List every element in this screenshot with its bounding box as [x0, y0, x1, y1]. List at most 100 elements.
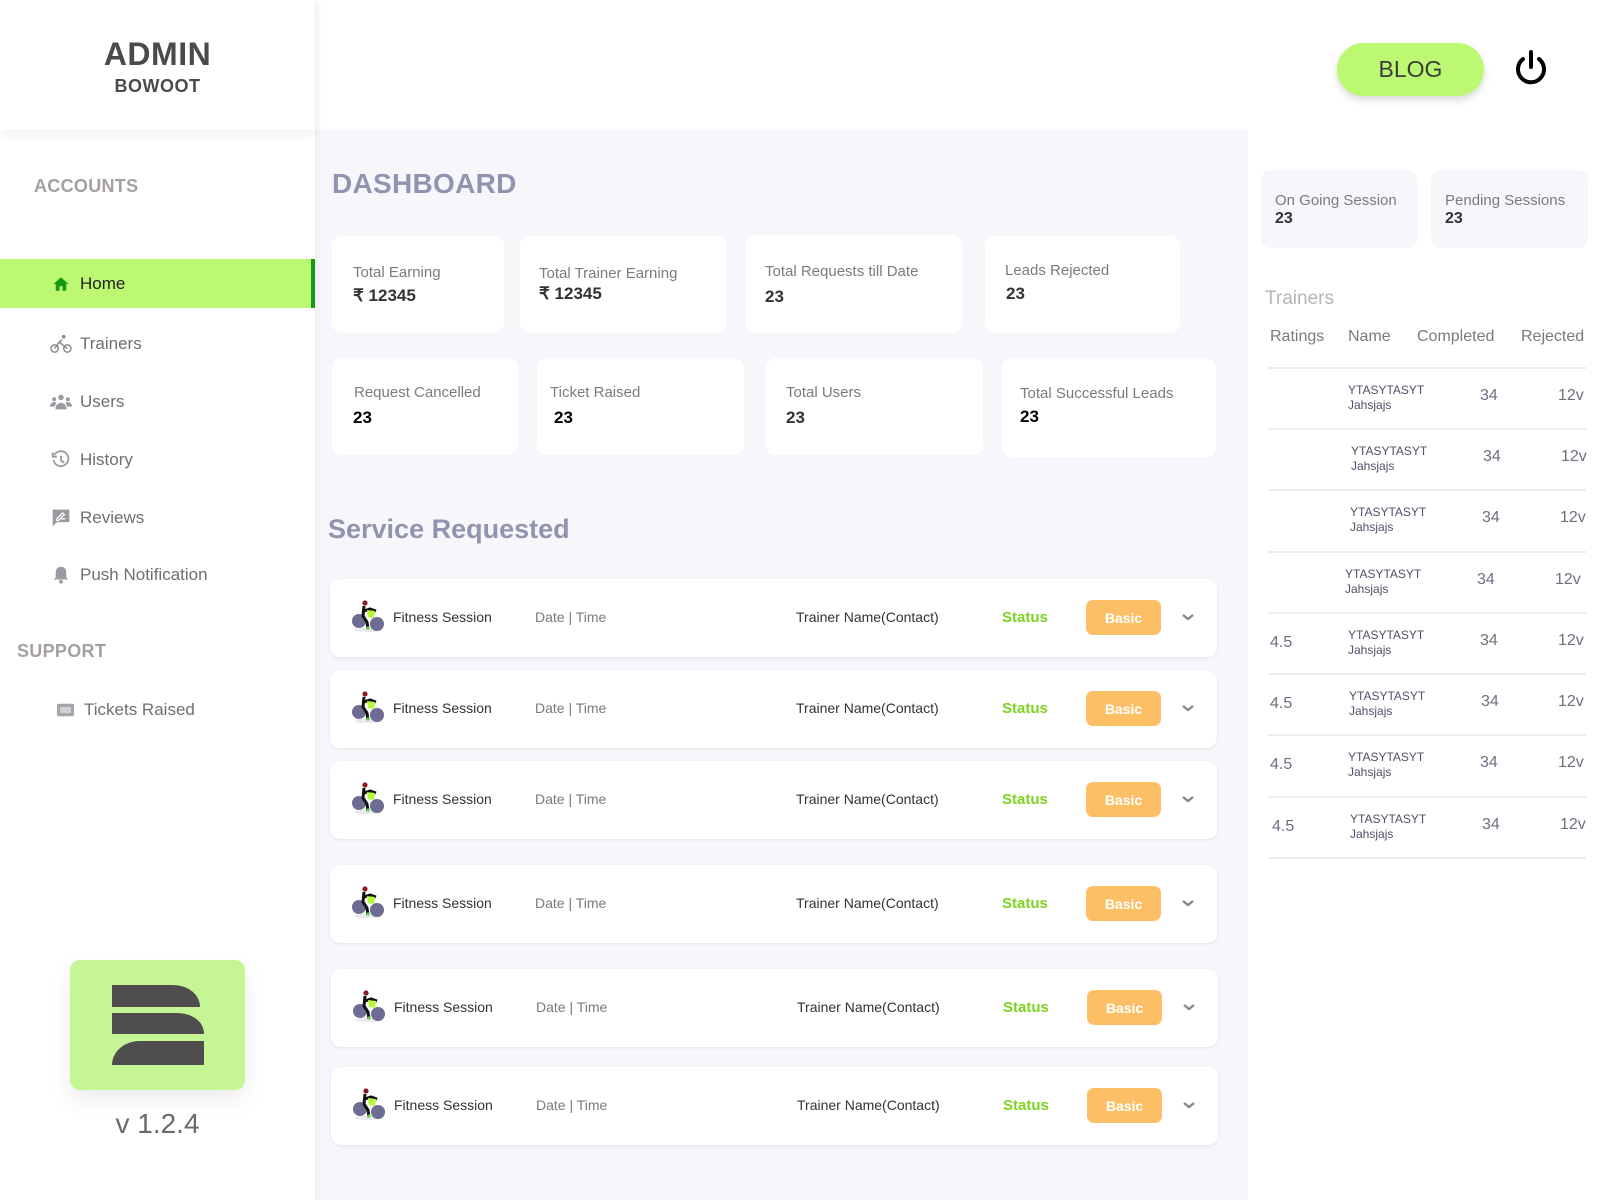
blog-button[interactable]: BLOG: [1337, 43, 1484, 96]
sidebar-item-label: Home: [80, 273, 126, 293]
plan-badge[interactable]: Basic: [1086, 600, 1161, 635]
service-datetime: Date | Time: [536, 1097, 608, 1113]
trainer-completed: 34: [1481, 693, 1499, 710]
row-divider: [1268, 796, 1586, 798]
bicycle-icon: [50, 333, 72, 355]
brand-subtitle: BOWOOT: [114, 76, 201, 96]
trainer-subname: Jahsjajs: [1351, 459, 1395, 473]
sidebar-item-tickets-raised[interactable]: Tickets Raised: [0, 686, 315, 734]
stat-label: Total Successful Leads: [1020, 385, 1174, 402]
page-title: DASHBOARD: [332, 168, 517, 199]
fitness-session-icon: [350, 690, 386, 724]
stat-value: ₹ 12345: [353, 286, 416, 305]
sidebar-item-label: Trainers: [80, 334, 142, 353]
status-link[interactable]: Status: [1002, 791, 1048, 808]
stat-value: 23: [786, 408, 805, 427]
plan-badge[interactable]: Basic: [1087, 990, 1162, 1025]
trainer-contact: Trainer Name(Contact): [796, 609, 939, 625]
stat-card-total-successful-leads: Total Successful Leads 23: [1002, 358, 1216, 457]
trainer-completed: 34: [1480, 754, 1498, 771]
column-header-name: Name: [1348, 328, 1391, 345]
sidebar-item-history[interactable]: History: [0, 436, 315, 484]
trainer-completed: 34: [1483, 448, 1501, 465]
trainer-row[interactable]: YTASYTASYT Jahsjajs 34 12v: [1268, 489, 1586, 549]
trainer-row[interactable]: 4.5 YTASYTASYT Jahsjajs 34 12v: [1268, 734, 1586, 794]
stat-label: Request Cancelled: [354, 384, 481, 401]
plan-badge[interactable]: Basic: [1086, 886, 1161, 921]
service-request-row[interactable]: Fitness Session Date | Time Trainer Name…: [330, 865, 1217, 943]
chevron-down-icon[interactable]: [1180, 895, 1196, 911]
column-header-ratings: Ratings: [1270, 328, 1325, 345]
stat-label: Leads Rejected: [1005, 262, 1110, 279]
session-label: On Going Session: [1275, 192, 1397, 209]
trainer-name: YTASYTASYT: [1350, 812, 1427, 826]
trainer-subname: Jahsjajs: [1349, 704, 1393, 718]
stat-label: Total Requests till Date: [765, 263, 919, 280]
trainer-rejected: 12v: [1561, 448, 1587, 465]
sidebar-item-label: History: [80, 450, 133, 469]
sidebar-item-users[interactable]: Users: [0, 378, 315, 426]
status-link[interactable]: Status: [1002, 609, 1048, 626]
status-link[interactable]: Status: [1003, 1097, 1049, 1114]
plan-badge[interactable]: Basic: [1087, 1088, 1162, 1123]
service-request-row[interactable]: Fitness Session Date | Time Trainer Name…: [331, 1067, 1218, 1145]
service-request-row[interactable]: Fitness Session Date | Time Trainer Name…: [330, 579, 1217, 657]
ticket-icon: [54, 699, 76, 721]
trainer-row[interactable]: 4.5 YTASYTASYT Jahsjajs 34 12v: [1268, 673, 1586, 733]
power-icon[interactable]: [1513, 49, 1549, 89]
trainer-subname: Jahsjajs: [1348, 398, 1392, 412]
service-name: Fitness Session: [393, 791, 492, 807]
trainer-row[interactable]: 4.5 YTASYTASYT Jahsjajs 34 12v: [1268, 796, 1586, 856]
trainer-rejected: 12v: [1558, 693, 1584, 710]
trainer-subname: Jahsjajs: [1348, 765, 1392, 779]
trainer-completed: 34: [1480, 387, 1498, 404]
row-divider: [1268, 734, 1586, 736]
service-requested-title: Service Requested: [328, 514, 570, 544]
status-link[interactable]: Status: [1002, 895, 1048, 912]
history-icon: [50, 449, 72, 471]
trainer-subname: Jahsjajs: [1350, 827, 1394, 841]
brand-header: ADMIN BOWOOT: [0, 0, 315, 130]
trainers-title: Trainers: [1265, 288, 1334, 309]
trainer-name: YTASYTASYT: [1348, 750, 1425, 764]
service-name: Fitness Session: [393, 700, 492, 716]
sidebar-item-home[interactable]: Home: [0, 259, 315, 308]
trainer-row[interactable]: 4.5 YTASYTASYT Jahsjajs 34 12v: [1268, 612, 1586, 672]
trainer-row[interactable]: YTASYTASYT Jahsjajs 34 12v: [1268, 367, 1586, 427]
plan-badge[interactable]: Basic: [1086, 691, 1161, 726]
row-divider: [1268, 367, 1586, 369]
trainer-name: YTASYTASYT: [1345, 567, 1422, 581]
app-logo: [70, 960, 245, 1090]
stat-value: 23: [353, 408, 372, 427]
stat-card-total-requests: Total Requests till Date 23: [746, 235, 962, 333]
service-request-row[interactable]: Fitness Session Date | Time Trainer Name…: [330, 670, 1217, 748]
stat-value: 23: [1006, 284, 1025, 303]
sidebar-item-label: Users: [80, 392, 125, 411]
trainer-row[interactable]: YTASYTASYT Jahsjajs 34 12v: [1268, 551, 1586, 611]
sidebar-item-label: Reviews: [80, 508, 145, 527]
service-request-row[interactable]: Fitness Session Date | Time Trainer Name…: [330, 761, 1217, 839]
chevron-down-icon[interactable]: [1180, 609, 1196, 625]
row-divider: [1268, 612, 1586, 614]
column-header-completed: Completed: [1417, 328, 1495, 345]
service-request-row[interactable]: Fitness Session Date | Time Trainer Name…: [331, 969, 1218, 1047]
sidebar-item-push-notification[interactable]: Push Notification: [0, 551, 315, 599]
service-datetime: Date | Time: [535, 700, 607, 716]
home-icon: [50, 273, 72, 295]
column-header-rejected: Rejected: [1521, 328, 1585, 345]
app-version: v 1.2.4: [115, 1108, 200, 1139]
chevron-down-icon[interactable]: [1181, 1097, 1197, 1113]
status-link[interactable]: Status: [1002, 700, 1048, 717]
plan-badge[interactable]: Basic: [1086, 782, 1161, 817]
bell-icon: [50, 564, 72, 586]
chevron-down-icon[interactable]: [1181, 999, 1197, 1015]
status-link[interactable]: Status: [1003, 999, 1049, 1016]
sidebar-item-trainers[interactable]: Trainers: [0, 320, 315, 368]
chevron-down-icon[interactable]: [1180, 700, 1196, 716]
trainer-row[interactable]: YTASYTASYT Jahsjajs 34 12v: [1268, 428, 1587, 488]
trainer-rating: 4.5: [1270, 756, 1293, 773]
sidebar-item-reviews[interactable]: Reviews: [0, 494, 315, 542]
stat-label: Total Trainer Earning: [539, 265, 678, 282]
trainer-subname: Jahsjajs: [1348, 643, 1392, 657]
chevron-down-icon[interactable]: [1180, 791, 1196, 807]
